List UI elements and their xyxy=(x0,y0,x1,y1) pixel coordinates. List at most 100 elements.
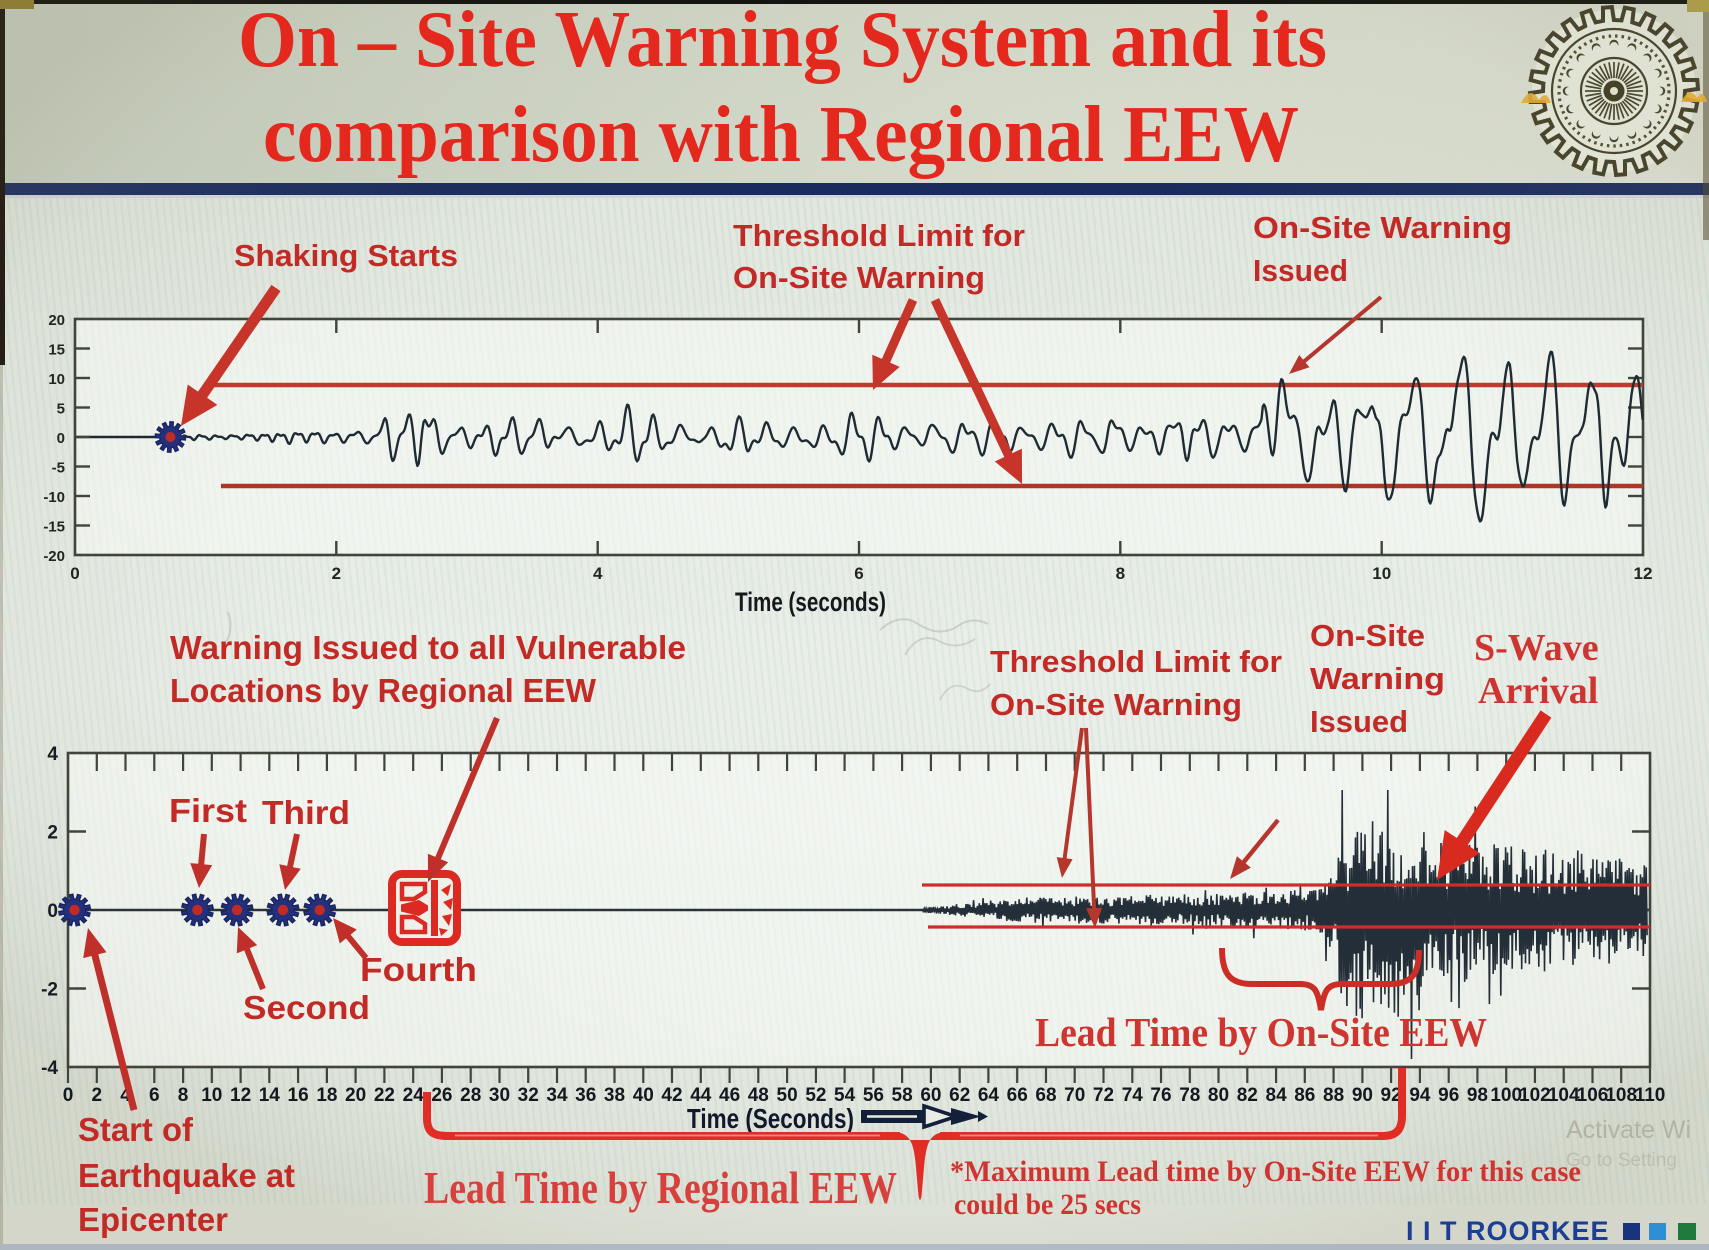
svg-text:10: 10 xyxy=(48,371,65,388)
svg-text:100: 100 xyxy=(1490,1085,1522,1106)
svg-text:Time (seconds): Time (seconds) xyxy=(735,587,886,617)
svg-text:Locations by Regional EEW: Locations by Regional EEW xyxy=(170,672,597,709)
svg-text:Second: Second xyxy=(243,989,370,1026)
svg-text:58: 58 xyxy=(892,1085,913,1106)
svg-text:14: 14 xyxy=(259,1085,281,1106)
svg-text:2: 2 xyxy=(332,564,341,583)
svg-text:Epicenter: Epicenter xyxy=(78,1201,228,1238)
svg-text:52: 52 xyxy=(805,1085,826,1106)
svg-text:Shaking Starts: Shaking Starts xyxy=(234,238,458,273)
svg-text:On-Site: On-Site xyxy=(1310,618,1425,653)
svg-text:90: 90 xyxy=(1352,1085,1373,1106)
svg-text:0: 0 xyxy=(63,1085,74,1106)
svg-text:could be 25 secs: could be 25 secs xyxy=(954,1188,1141,1221)
svg-text:Warning Issued to all Vulnerab: Warning Issued to all Vulnerable xyxy=(170,629,686,666)
svg-text:Third: Third xyxy=(262,794,350,831)
svg-text:82: 82 xyxy=(1237,1085,1258,1106)
svg-text:comparison with Regional EEW: comparison with Regional EEW xyxy=(263,91,1299,179)
svg-text:98: 98 xyxy=(1467,1085,1488,1106)
svg-text:66: 66 xyxy=(1007,1085,1028,1106)
svg-text:74: 74 xyxy=(1122,1085,1144,1106)
svg-text:S-Wave: S-Wave xyxy=(1474,627,1599,669)
svg-text:64: 64 xyxy=(978,1085,1000,1106)
svg-text:12: 12 xyxy=(1634,564,1653,583)
svg-text:12: 12 xyxy=(230,1085,251,1106)
svg-text:68: 68 xyxy=(1035,1085,1056,1106)
svg-text:36: 36 xyxy=(575,1085,596,1106)
svg-text:4: 4 xyxy=(593,564,603,583)
svg-text:34: 34 xyxy=(546,1085,568,1106)
svg-text:Earthquake at: Earthquake at xyxy=(78,1157,295,1194)
svg-text:On-Site Warning: On-Site Warning xyxy=(733,260,985,295)
svg-text:78: 78 xyxy=(1179,1085,1200,1106)
svg-text:-4: -4 xyxy=(41,1058,58,1079)
svg-text:94: 94 xyxy=(1409,1085,1431,1106)
svg-text:2: 2 xyxy=(92,1085,103,1106)
svg-text:Start of: Start of xyxy=(78,1111,194,1148)
svg-text:6: 6 xyxy=(149,1085,160,1106)
svg-text:60: 60 xyxy=(920,1085,941,1106)
svg-text:0: 0 xyxy=(70,564,79,583)
svg-text:-5: -5 xyxy=(52,460,65,477)
svg-text:26: 26 xyxy=(431,1085,452,1106)
svg-text:-10: -10 xyxy=(43,489,65,506)
svg-text:40: 40 xyxy=(633,1085,654,1106)
svg-text:Fourth: Fourth xyxy=(360,951,477,988)
svg-text:I I T ROORKEE: I I T ROORKEE xyxy=(1406,1216,1610,1246)
svg-text:*Maximum Lead time by On-Site: *Maximum Lead time by On-Site EEW for th… xyxy=(950,1155,1581,1188)
svg-text:10: 10 xyxy=(1372,564,1391,583)
svg-text:Time (Seconds): Time (Seconds) xyxy=(687,1103,854,1134)
svg-text:5: 5 xyxy=(57,401,65,418)
svg-text:102: 102 xyxy=(1519,1085,1551,1106)
svg-text:18: 18 xyxy=(316,1085,337,1106)
svg-text:8: 8 xyxy=(1116,564,1125,583)
svg-text:96: 96 xyxy=(1438,1085,1459,1106)
svg-text:84: 84 xyxy=(1266,1085,1288,1106)
svg-text:Go to Setting: Go to Setting xyxy=(1566,1150,1677,1171)
svg-text:Lead Time by On-Site EEW: Lead Time by On-Site EEW xyxy=(1035,1009,1487,1055)
svg-text:72: 72 xyxy=(1093,1085,1114,1106)
svg-text:86: 86 xyxy=(1294,1085,1315,1106)
svg-text:15: 15 xyxy=(48,342,65,359)
svg-text:-2: -2 xyxy=(41,980,58,1001)
svg-text:108: 108 xyxy=(1605,1085,1637,1106)
svg-text:48: 48 xyxy=(748,1085,769,1106)
svg-text:-15: -15 xyxy=(43,519,65,536)
svg-text:92: 92 xyxy=(1381,1085,1402,1106)
svg-text:28: 28 xyxy=(460,1085,481,1106)
svg-text:88: 88 xyxy=(1323,1085,1344,1106)
svg-text:Warning: Warning xyxy=(1310,661,1445,696)
svg-text:54: 54 xyxy=(834,1085,856,1106)
svg-text:70: 70 xyxy=(1064,1085,1085,1106)
svg-text:First: First xyxy=(169,792,247,829)
svg-text:10: 10 xyxy=(201,1085,222,1106)
svg-text:0: 0 xyxy=(57,430,65,447)
svg-text:104: 104 xyxy=(1548,1085,1580,1106)
svg-text:Arrival: Arrival xyxy=(1478,670,1598,712)
svg-text:46: 46 xyxy=(719,1085,740,1106)
svg-text:Issued: Issued xyxy=(1253,253,1348,288)
svg-text:24: 24 xyxy=(403,1085,425,1106)
svg-text:106: 106 xyxy=(1577,1085,1609,1106)
svg-text:On – Site Warning System and i: On – Site Warning System and its xyxy=(238,0,1327,84)
svg-text:On-Site Warning: On-Site Warning xyxy=(1253,210,1512,245)
svg-text:-20: -20 xyxy=(43,548,65,565)
svg-text:0: 0 xyxy=(47,901,58,922)
svg-text:32: 32 xyxy=(518,1085,539,1106)
svg-text:62: 62 xyxy=(949,1085,970,1106)
svg-text:2: 2 xyxy=(47,823,58,844)
svg-text:38: 38 xyxy=(604,1085,625,1106)
svg-text:Threshold Limit for: Threshold Limit for xyxy=(733,218,1025,253)
svg-text:4: 4 xyxy=(47,744,58,765)
svg-text:50: 50 xyxy=(777,1085,798,1106)
svg-text:110: 110 xyxy=(1635,1085,1666,1106)
svg-text:30: 30 xyxy=(489,1085,510,1106)
svg-text:Threshold Limit for: Threshold Limit for xyxy=(990,644,1282,679)
svg-text:Lead Time by Regional EEW: Lead Time by Regional EEW xyxy=(424,1163,897,1213)
svg-text:20: 20 xyxy=(48,312,65,329)
svg-text:4: 4 xyxy=(120,1085,131,1106)
svg-text:16: 16 xyxy=(288,1085,309,1106)
svg-text:42: 42 xyxy=(661,1085,682,1106)
svg-text:56: 56 xyxy=(863,1085,884,1106)
svg-text:76: 76 xyxy=(1150,1085,1171,1106)
